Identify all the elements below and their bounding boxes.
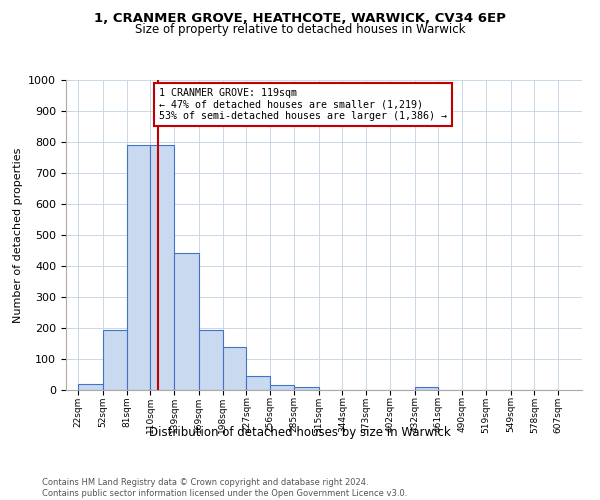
Bar [223, 346, 247, 390]
Text: Distribution of detached houses by size in Warwick: Distribution of detached houses by size … [149, 426, 451, 439]
Bar [247, 376, 270, 390]
Text: 1, CRANMER GROVE, HEATHCOTE, WARWICK, CV34 6EP: 1, CRANMER GROVE, HEATHCOTE, WARWICK, CV… [94, 12, 506, 26]
Bar [270, 384, 294, 390]
Bar [174, 254, 199, 390]
Bar [79, 384, 103, 390]
Bar [127, 145, 151, 390]
Text: Size of property relative to detached houses in Warwick: Size of property relative to detached ho… [135, 22, 465, 36]
Bar [294, 386, 319, 390]
Bar [415, 387, 439, 390]
Text: 1 CRANMER GROVE: 119sqm
← 47% of detached houses are smaller (1,219)
53% of semi: 1 CRANMER GROVE: 119sqm ← 47% of detache… [158, 88, 446, 121]
Bar [103, 330, 127, 390]
Bar [199, 330, 223, 390]
Bar [151, 145, 174, 390]
Y-axis label: Number of detached properties: Number of detached properties [13, 148, 23, 322]
Text: Contains HM Land Registry data © Crown copyright and database right 2024.
Contai: Contains HM Land Registry data © Crown c… [42, 478, 407, 498]
